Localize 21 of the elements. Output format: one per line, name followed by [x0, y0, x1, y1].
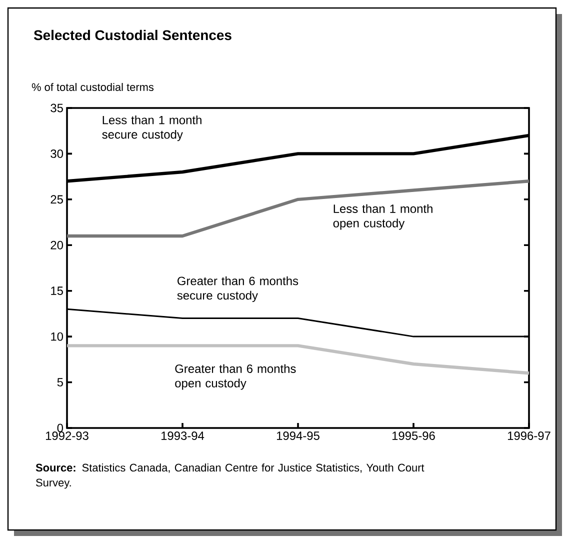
x-tick-label: 1994-95 [276, 432, 320, 440]
chart-title: Selected Custodial Sentences [34, 30, 232, 40]
y-tick-label: 25 [50, 195, 63, 204]
y-tick-label: 10 [51, 332, 64, 341]
x-tick-label: 1993-94 [161, 432, 204, 440]
y-tick-label: 15 [51, 286, 63, 296]
y-tick-label: 20 [50, 240, 64, 250]
series-label: Greater than 6 months open custody [175, 364, 296, 390]
y-tick-label: 5 [57, 378, 63, 386]
x-tick-label: 1992-93 [46, 432, 88, 440]
text: Less than 1 month secure custody [102, 116, 202, 142]
y-tick-label: 35 [50, 104, 63, 112]
line-series [65, 180, 531, 238]
y-tick-label: 30 [50, 149, 64, 158]
text: Source: Statistics Canada, Canadian Centre for Justice Statistics, Youth Court Survey. [36, 464, 424, 489]
y-tick-label: 0 [57, 424, 64, 432]
series-label: Greater than 6 months secure custody [177, 276, 298, 302]
x-tick-label: 1996-97 [508, 432, 550, 440]
series-label: Less than 1 month open custody [333, 204, 432, 230]
y-axis-title: % of total custodial terms [32, 82, 154, 92]
x-tick-label: 1995-96 [392, 432, 435, 440]
